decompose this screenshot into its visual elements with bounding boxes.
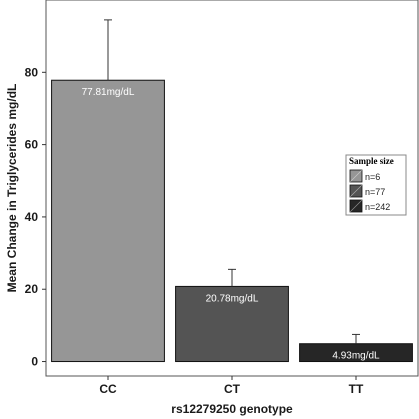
y-axis: 0 20 40 60 80 (25, 65, 46, 369)
legend-swatch-hatch (349, 199, 363, 213)
x-tick-label: CC (99, 382, 117, 396)
bar-cc (51, 79, 165, 363)
bar-label-ct: 20.78mg/dL (206, 293, 259, 304)
bar-label-cc: 77.81mg/dL (82, 87, 135, 98)
legend-swatch-hatch (349, 169, 363, 183)
x-tick-label: TT (349, 382, 364, 396)
y-tick-label: 40 (25, 210, 39, 224)
legend-label: n=6 (365, 172, 380, 182)
y-tick-label: 60 (25, 138, 39, 152)
bar-label-tt: 4.93mg/dL (332, 351, 380, 362)
legend: Sample size n=6 n=77 n=242 (345, 154, 407, 216)
legend-items: n=6 n=77 n=242 (349, 169, 390, 213)
legend-label: n=242 (365, 202, 390, 212)
y-tick-label: 20 (25, 282, 39, 296)
y-tick-label: 80 (25, 65, 39, 79)
y-axis-title: Mean Change in Triglycerides mg/dL (5, 84, 19, 293)
bars (51, 79, 413, 363)
legend-title: Sample size (349, 156, 394, 166)
x-tick-label: CT (224, 382, 241, 396)
error-bars (104, 19, 360, 344)
legend-swatch-hatch (349, 184, 363, 198)
bar-labels: 77.81mg/dL 20.78mg/dL 4.93mg/dL (82, 87, 380, 361)
x-axis: CC CT TT (99, 376, 364, 396)
bar-ct (175, 285, 289, 363)
y-tick-label: 0 (31, 355, 38, 369)
legend-label: n=77 (365, 187, 385, 197)
x-axis-title: rs12279250 genotype (171, 402, 293, 416)
